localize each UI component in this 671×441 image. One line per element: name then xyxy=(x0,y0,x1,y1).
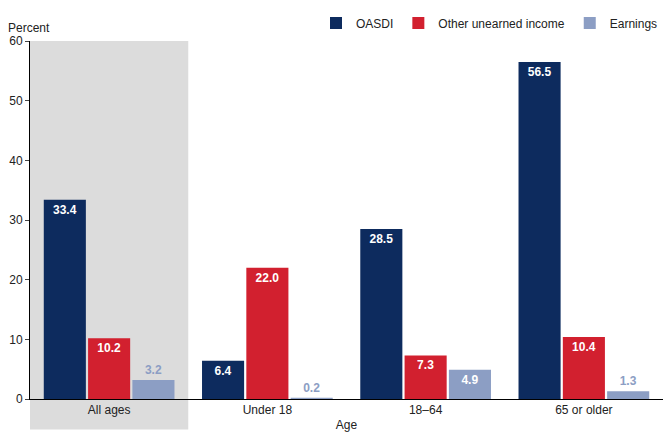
svg-text:20: 20 xyxy=(9,273,23,287)
svg-text:1.3: 1.3 xyxy=(620,374,637,388)
svg-text:3.2: 3.2 xyxy=(145,363,162,377)
svg-text:Percent: Percent xyxy=(8,21,50,35)
svg-text:0.2: 0.2 xyxy=(303,381,320,395)
svg-text:30: 30 xyxy=(9,213,23,227)
svg-text:65 or older: 65 or older xyxy=(555,403,612,417)
svg-text:Earnings: Earnings xyxy=(610,17,657,31)
svg-text:40: 40 xyxy=(9,154,23,168)
svg-text:22.0: 22.0 xyxy=(256,271,280,285)
svg-text:60: 60 xyxy=(9,34,23,48)
svg-text:10.2: 10.2 xyxy=(97,341,121,355)
svg-text:6.4: 6.4 xyxy=(215,364,232,378)
svg-text:Age: Age xyxy=(336,418,358,432)
svg-text:18–64: 18–64 xyxy=(409,403,443,417)
svg-text:Other unearned income: Other unearned income xyxy=(438,17,564,31)
svg-text:7.3: 7.3 xyxy=(417,358,434,372)
svg-text:OASDI: OASDI xyxy=(356,17,393,31)
svg-text:Under 18: Under 18 xyxy=(243,403,293,417)
svg-text:0: 0 xyxy=(16,392,23,406)
svg-text:50: 50 xyxy=(9,94,23,108)
svg-text:4.9: 4.9 xyxy=(461,373,478,387)
svg-text:28.5: 28.5 xyxy=(369,232,393,246)
svg-text:10.4: 10.4 xyxy=(572,340,596,354)
svg-text:10: 10 xyxy=(9,333,23,347)
svg-text:33.4: 33.4 xyxy=(53,203,77,217)
svg-text:56.5: 56.5 xyxy=(528,65,552,79)
svg-text:All ages: All ages xyxy=(88,403,131,417)
